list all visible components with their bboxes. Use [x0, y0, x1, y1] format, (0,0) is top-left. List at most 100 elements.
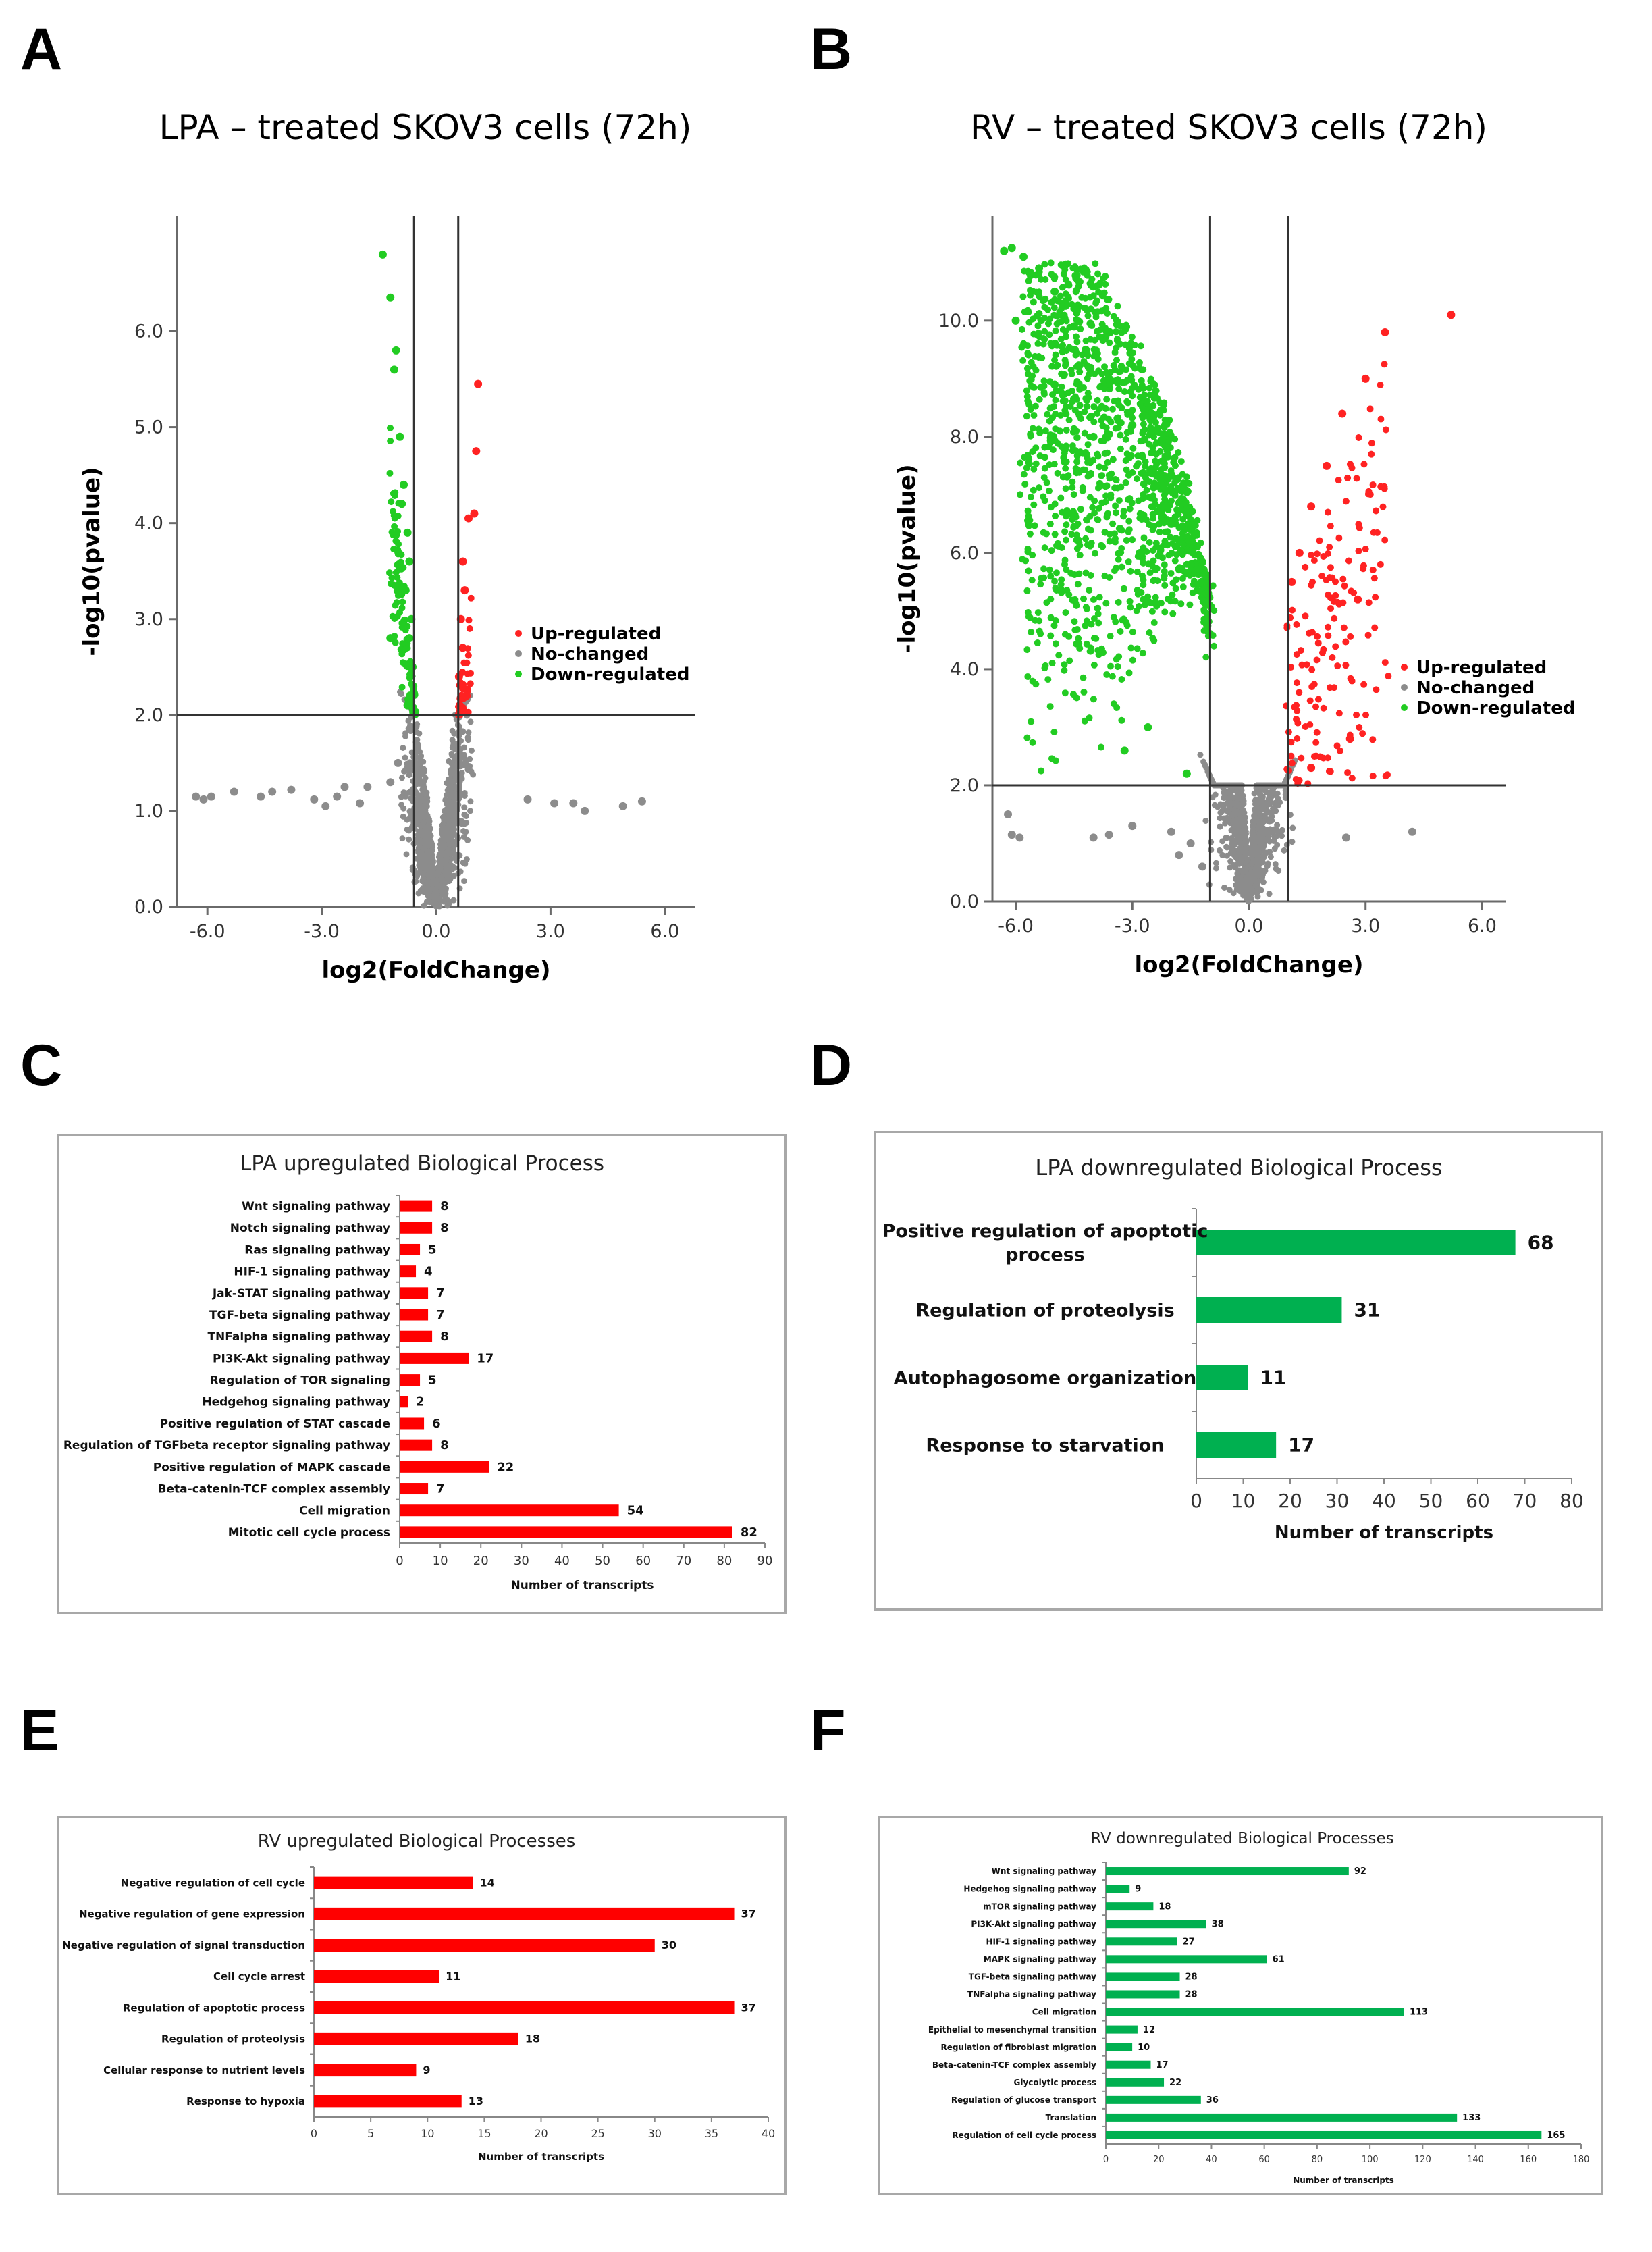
- nochange-point: [460, 744, 467, 751]
- bar: [1106, 1867, 1349, 1876]
- nochange-point: [460, 729, 467, 735]
- nochange-point: [442, 832, 449, 839]
- nochange-point: [413, 729, 420, 735]
- nochange-point: [446, 797, 452, 804]
- nochange-point: [418, 806, 425, 812]
- nochange-point: [421, 797, 428, 804]
- nochange-point: [421, 778, 427, 785]
- nochange-point: [422, 843, 429, 850]
- nochange-point: [398, 775, 405, 781]
- nochange-point: [404, 816, 410, 823]
- nochange-point: [449, 737, 456, 743]
- nochange-point: [438, 827, 445, 833]
- bar: [1106, 2113, 1458, 2122]
- volcano-b-title: RV – treated SKOV3 cells (72h): [970, 108, 1487, 147]
- bar: [1106, 1885, 1130, 1893]
- nochange-point: [462, 829, 469, 835]
- bar: [1106, 2095, 1201, 2104]
- nochange-point: [461, 811, 468, 818]
- nochange-point: [468, 747, 475, 754]
- category-label: PI3K-Akt signaling pathway: [971, 1919, 1096, 1929]
- nochange-point: [445, 776, 452, 783]
- nochange-point: [451, 767, 458, 774]
- x-tick-label: 6.0: [650, 921, 679, 942]
- x-tick-label: 160: [1520, 2155, 1537, 2165]
- bar-value-label: 113: [1410, 2008, 1428, 2018]
- category-label: HIF-1 signaling pathway: [986, 1937, 1097, 1946]
- bar-value-label: 27: [1183, 1937, 1195, 1947]
- category-label: Cell migration: [1032, 2008, 1096, 2017]
- bar-value-label: 10: [1138, 2043, 1150, 2053]
- category-label: Regulation of fibroblast migration: [940, 2043, 1096, 2052]
- panel-letter-d: D: [810, 1033, 853, 1098]
- nochange-point: [415, 849, 422, 856]
- bar: [1106, 2025, 1138, 2034]
- panel-letter-e: E: [20, 1698, 59, 1763]
- nochange-point: [458, 762, 465, 769]
- nochange-point: [450, 741, 457, 748]
- nochange-point: [452, 812, 458, 818]
- nochange-point: [421, 833, 427, 839]
- bar: [1106, 2008, 1404, 2016]
- nochange-point: [420, 819, 427, 826]
- chart-title: RV downregulated Biological Processes: [1090, 1830, 1393, 1848]
- nochange-point: [402, 730, 409, 737]
- bar-value-label: 12: [1143, 2025, 1155, 2035]
- nochange-point: [429, 847, 435, 854]
- nochange-point: [448, 793, 455, 800]
- nochange-point: [413, 723, 420, 729]
- nochange-point: [404, 826, 410, 833]
- nochange-point: [426, 887, 433, 893]
- nochange-point: [461, 792, 468, 799]
- x-tick-label: 100: [1362, 2155, 1379, 2165]
- nochange-point: [417, 757, 424, 764]
- category-label: TGF-beta signaling pathway: [969, 1972, 1096, 1982]
- x-axis-label: Number of transcripts: [1293, 2176, 1394, 2185]
- bar: [1106, 1902, 1154, 1911]
- nochange-point: [397, 689, 404, 696]
- nochange-point: [415, 798, 421, 805]
- category-label: Hedgehog signaling pathway: [963, 1884, 1096, 1893]
- bar: [1106, 2060, 1151, 2069]
- y-tick-label: 3.0: [134, 609, 163, 630]
- bar: [1106, 1990, 1180, 1999]
- nochange-point: [446, 878, 452, 885]
- x-tick-label: 0.0: [422, 921, 451, 942]
- category-label: mTOR signaling pathway: [983, 1902, 1096, 1911]
- y-tick-label: 4.0: [134, 513, 163, 534]
- nochange-point: [441, 808, 448, 814]
- nochange-point: [464, 734, 471, 741]
- nochange-point: [470, 771, 477, 778]
- nochange-point: [467, 798, 474, 805]
- bar-value-label: 61: [1273, 1955, 1285, 1965]
- category-label: Wnt signaling pathway: [992, 1866, 1096, 1876]
- y-tick-label: 0.0: [134, 897, 163, 918]
- x-tick-label: -3.0: [304, 921, 340, 942]
- bar: [1106, 1937, 1177, 1946]
- nochange-point: [407, 728, 414, 735]
- nochange-point: [463, 856, 470, 862]
- bar-value-label: 18: [1158, 1902, 1171, 1912]
- nochange-point: [462, 757, 469, 764]
- y-tick-label: 6.0: [134, 321, 163, 342]
- nochange-point: [439, 876, 446, 883]
- nochange-point: [421, 856, 428, 862]
- volcano-a-title: LPA – treated SKOV3 cells (72h): [159, 108, 692, 147]
- nochange-point: [461, 820, 468, 827]
- nochange-point: [400, 745, 406, 752]
- bar-value-label: 9: [1135, 1884, 1141, 1894]
- nochange-point: [401, 768, 408, 775]
- bar-value-label: 22: [1169, 2078, 1181, 2088]
- bar: [1106, 1955, 1267, 1964]
- nochange-point: [421, 814, 427, 820]
- category-label: Beta-catenin-TCF complex assembly: [932, 2060, 1096, 2070]
- nochange-point: [467, 808, 473, 814]
- x-tick-label: 120: [1414, 2155, 1431, 2165]
- nochange-point: [400, 805, 407, 812]
- nochange-point: [427, 833, 434, 839]
- y-tick-label: 2.0: [134, 705, 163, 726]
- nochange-point: [402, 793, 409, 800]
- bar: [1106, 1972, 1180, 1981]
